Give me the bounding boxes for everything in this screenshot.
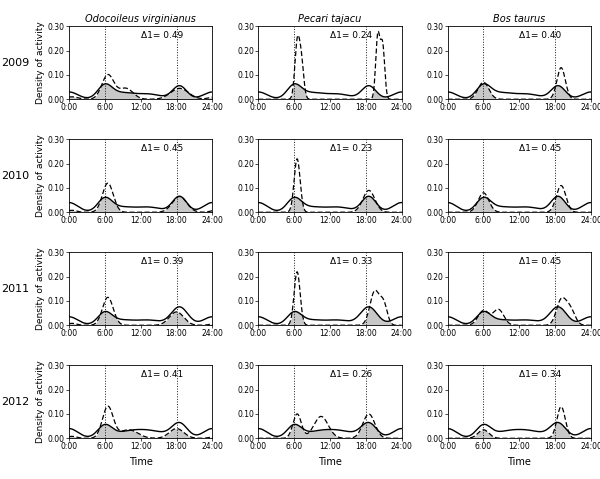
X-axis label: Time: Time xyxy=(129,457,152,467)
Y-axis label: Density of activity: Density of activity xyxy=(36,22,45,104)
Text: Δ1= 0.23: Δ1= 0.23 xyxy=(330,145,372,153)
Text: Δ1= 0.33: Δ1= 0.33 xyxy=(330,258,373,266)
Title: Pecari tajacu: Pecari tajacu xyxy=(298,14,362,24)
Text: 2009: 2009 xyxy=(1,58,29,68)
Title: Bos taurus: Bos taurus xyxy=(493,14,545,24)
Text: 2011: 2011 xyxy=(1,284,29,294)
Text: Δ1= 0.24: Δ1= 0.24 xyxy=(330,32,372,40)
Text: Δ1= 0.41: Δ1= 0.41 xyxy=(141,370,183,379)
Text: Δ1= 0.45: Δ1= 0.45 xyxy=(519,145,562,153)
Text: Δ1= 0.45: Δ1= 0.45 xyxy=(519,258,562,266)
Title: Odocoileus virginianus: Odocoileus virginianus xyxy=(85,14,196,24)
Text: Δ1= 0.34: Δ1= 0.34 xyxy=(519,370,562,379)
Text: Δ1= 0.40: Δ1= 0.40 xyxy=(519,32,562,40)
Text: 2010: 2010 xyxy=(1,171,29,181)
Text: Δ1= 0.39: Δ1= 0.39 xyxy=(141,258,183,266)
Y-axis label: Density of activity: Density of activity xyxy=(36,135,45,217)
X-axis label: Time: Time xyxy=(508,457,531,467)
Y-axis label: Density of activity: Density of activity xyxy=(36,361,45,443)
Text: Δ1= 0.49: Δ1= 0.49 xyxy=(141,32,183,40)
Text: Δ1= 0.45: Δ1= 0.45 xyxy=(141,145,183,153)
Text: Δ1= 0.26: Δ1= 0.26 xyxy=(330,370,372,379)
Y-axis label: Density of activity: Density of activity xyxy=(36,248,45,330)
X-axis label: Time: Time xyxy=(318,457,342,467)
Text: 2012: 2012 xyxy=(1,397,29,407)
